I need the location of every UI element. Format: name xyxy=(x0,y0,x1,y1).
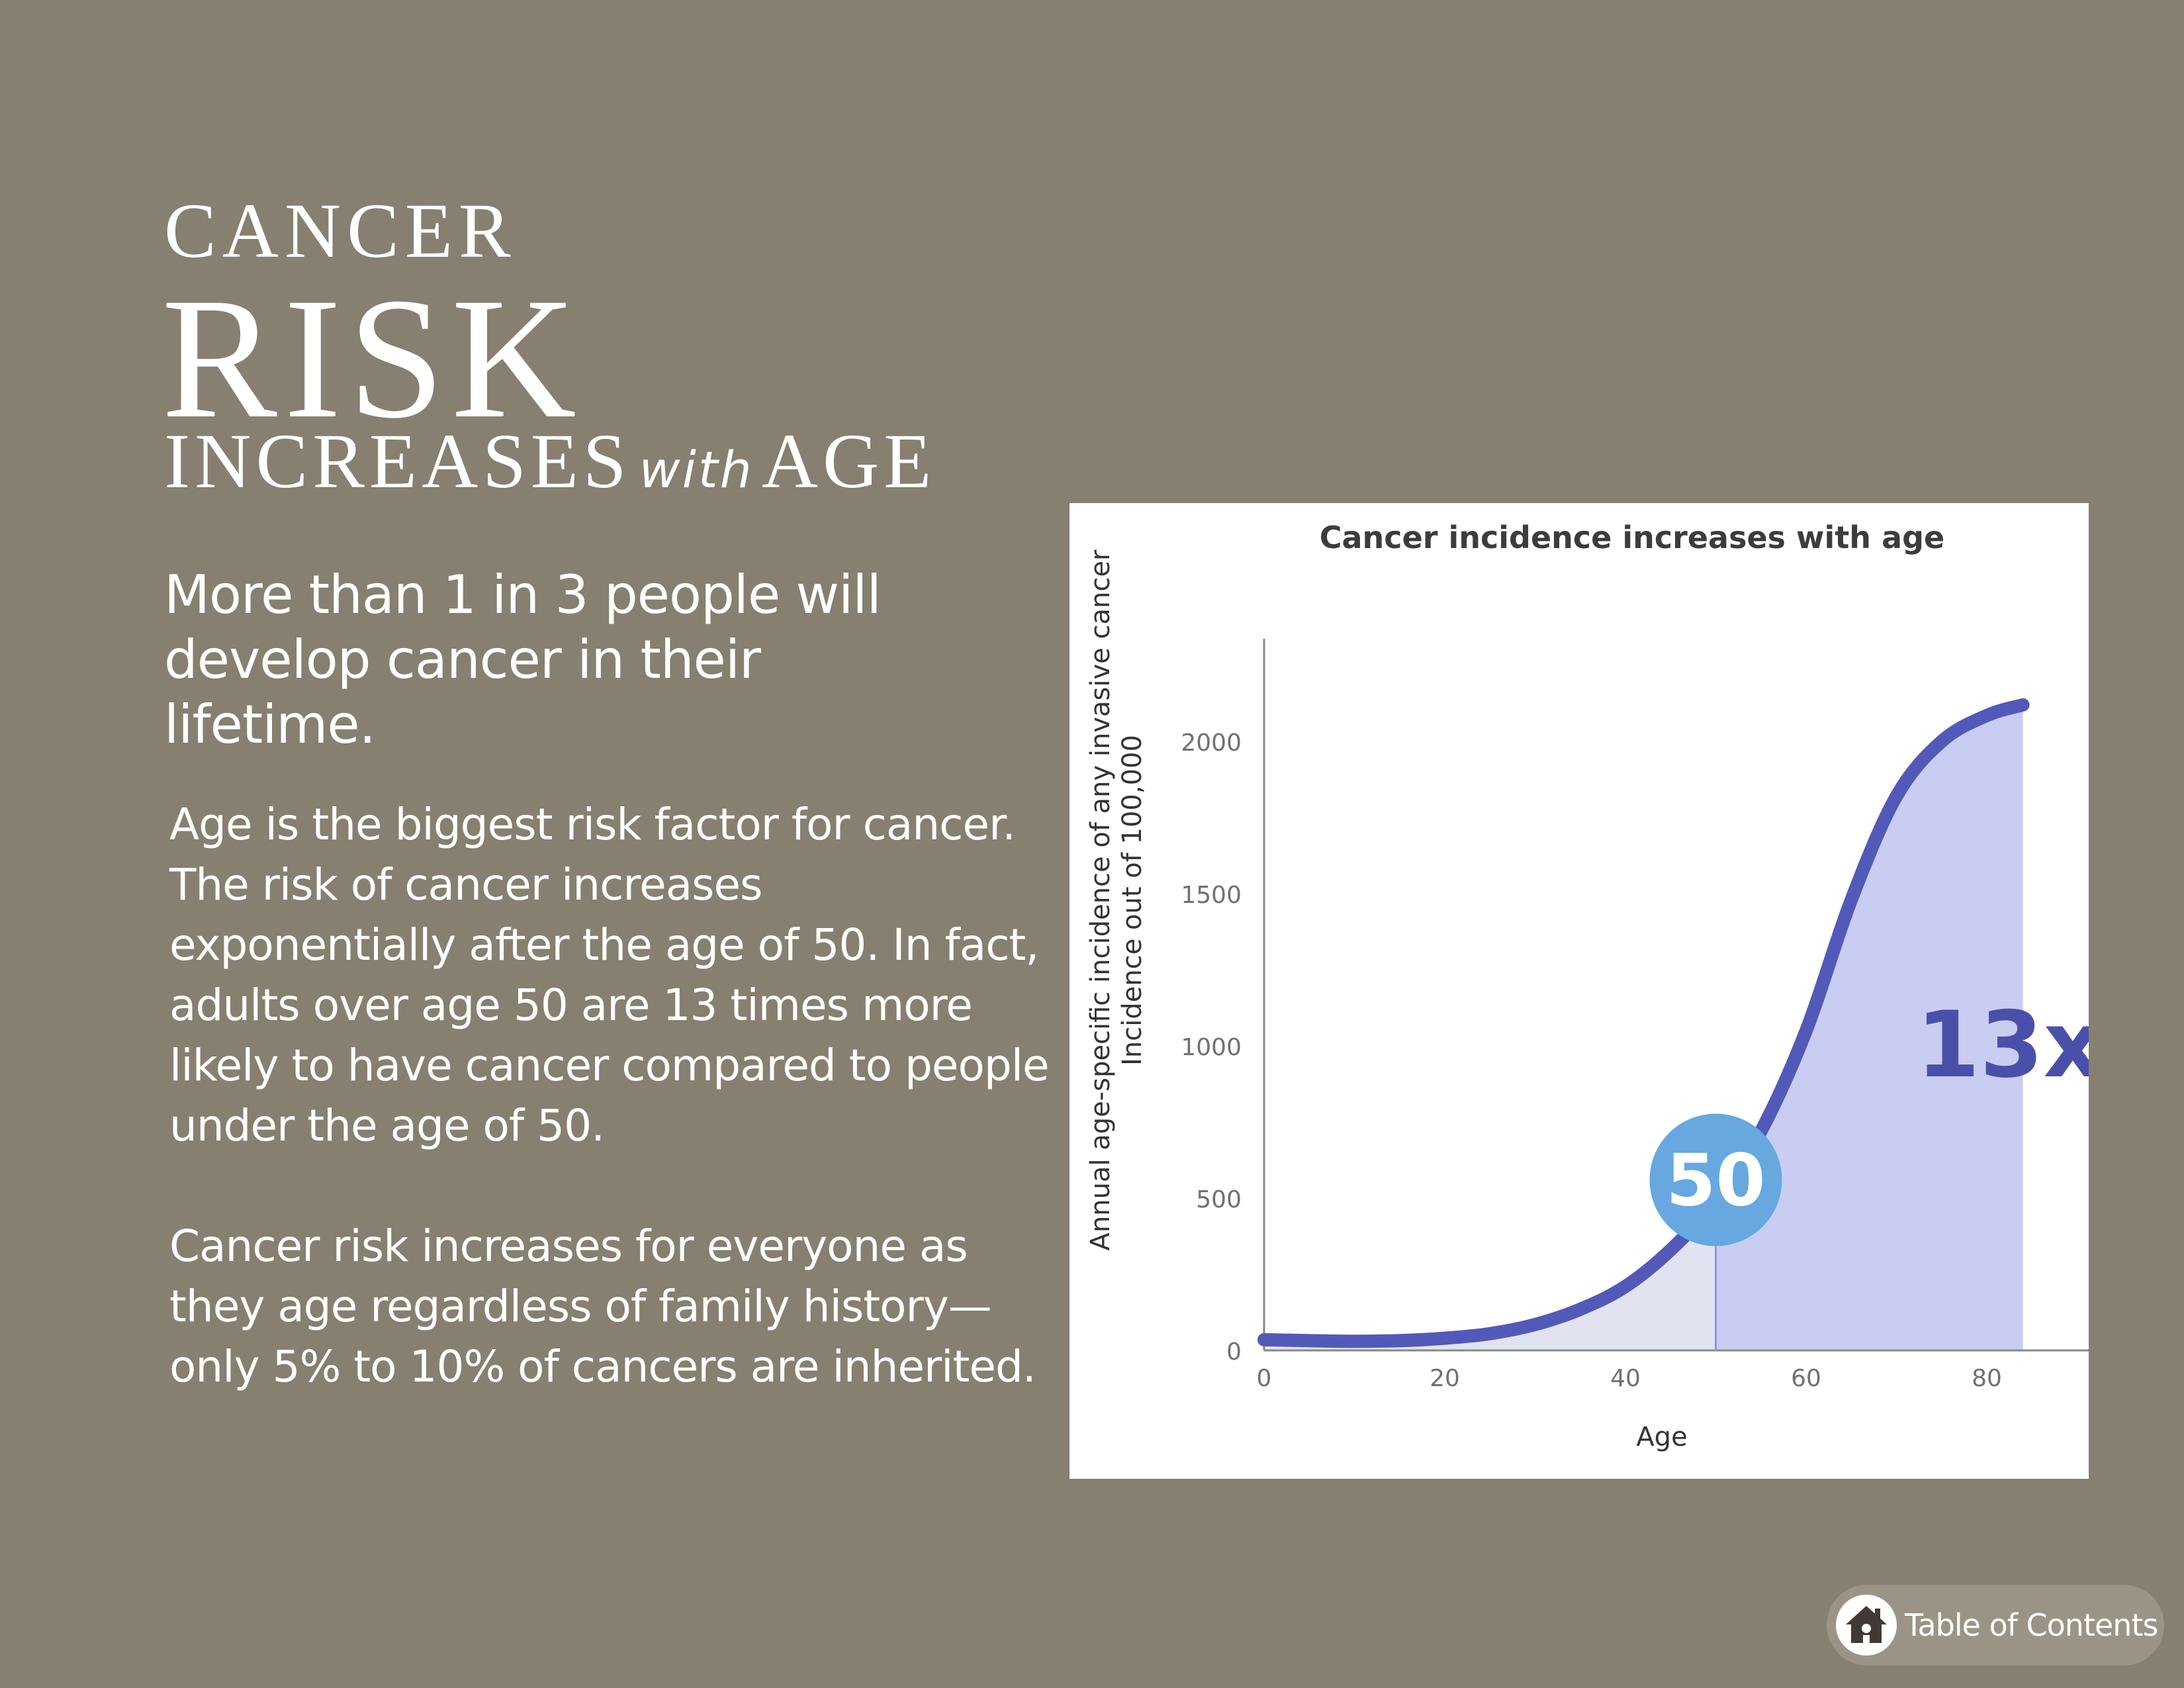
x-tick-label: 80 xyxy=(1972,1365,2002,1392)
home-icon xyxy=(1836,1595,1897,1656)
age-50-marker-label: 50 xyxy=(1666,1139,1765,1222)
y-tick-label: 1500 xyxy=(1181,882,1242,909)
ratio-13x-label: 13x xyxy=(1916,992,2089,1098)
y-tick-label: 0 xyxy=(1226,1338,1242,1366)
x-tick-label: 40 xyxy=(1610,1365,1641,1392)
chart-title: Cancer incidence increases with age xyxy=(1320,520,1944,555)
plot-area: 0 500 1000 1500 2000 0 20 40 60 80 50 13x xyxy=(1181,639,2089,1392)
lead-statement: More than 1 in 3 people will develop can… xyxy=(164,564,882,755)
paragraph-age-risk: Age is the biggest risk factor for cance… xyxy=(169,799,1050,1151)
area-fill-under-50 xyxy=(1264,1201,1716,1350)
x-tick-label: 0 xyxy=(1257,1365,1272,1392)
y-tick-label: 1000 xyxy=(1181,1034,1242,1061)
x-tick-label: 20 xyxy=(1430,1365,1460,1392)
x-axis-label: Age xyxy=(1636,1422,1687,1452)
y-axis-label: Annual age-specific incidence of any inv… xyxy=(1085,549,1116,1250)
chart-panel: Cancer incidence increases with age 0 500… xyxy=(1069,503,2089,1479)
title-line-risk: RISK xyxy=(161,262,583,454)
table-of-contents-button[interactable]: Table of Contents xyxy=(1827,1585,2164,1665)
y-tick-label: 500 xyxy=(1196,1186,1242,1213)
title-increases: INCREASES xyxy=(164,418,631,504)
y-axis-label-units: Incidence out of 100,000 xyxy=(1117,735,1148,1066)
table-of-contents-label: Table of Contents xyxy=(1905,1607,2158,1643)
title-with: with xyxy=(639,440,754,499)
age-50-marker xyxy=(1649,1113,1782,1246)
incidence-chart: Cancer incidence increases with age 0500… xyxy=(1085,520,2089,1452)
paragraph-family-history: Cancer risk increases for everyone as th… xyxy=(169,1221,1036,1392)
title-line-increases-with-age: INCREASES with AGE xyxy=(164,422,936,500)
title-age: AGE xyxy=(761,418,936,504)
y-tick-label: 2000 xyxy=(1181,729,1242,757)
title-line-cancer: CANCER xyxy=(164,187,517,274)
body-text: Age is the biggest risk factor for cance… xyxy=(169,794,1050,1397)
area-fill-over-50 xyxy=(1715,704,2023,1350)
x-tick-label: 60 xyxy=(1791,1365,1821,1392)
